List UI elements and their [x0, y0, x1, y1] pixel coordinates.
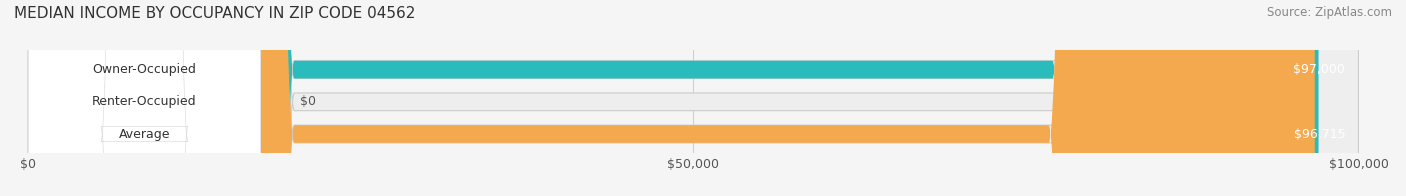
FancyBboxPatch shape — [28, 0, 260, 196]
FancyBboxPatch shape — [28, 0, 1358, 196]
Text: Renter-Occupied: Renter-Occupied — [93, 95, 197, 108]
Text: Owner-Occupied: Owner-Occupied — [93, 63, 197, 76]
Text: Average: Average — [118, 128, 170, 141]
FancyBboxPatch shape — [28, 0, 1358, 196]
FancyBboxPatch shape — [28, 0, 1358, 196]
Text: MEDIAN INCOME BY OCCUPANCY IN ZIP CODE 04562: MEDIAN INCOME BY OCCUPANCY IN ZIP CODE 0… — [14, 6, 415, 21]
FancyBboxPatch shape — [28, 0, 1319, 196]
Text: $96,715: $96,715 — [1294, 128, 1346, 141]
Text: Source: ZipAtlas.com: Source: ZipAtlas.com — [1267, 6, 1392, 19]
FancyBboxPatch shape — [28, 0, 260, 196]
FancyBboxPatch shape — [28, 0, 260, 196]
Text: $97,000: $97,000 — [1294, 63, 1346, 76]
Text: $0: $0 — [301, 95, 316, 108]
FancyBboxPatch shape — [28, 0, 1315, 196]
